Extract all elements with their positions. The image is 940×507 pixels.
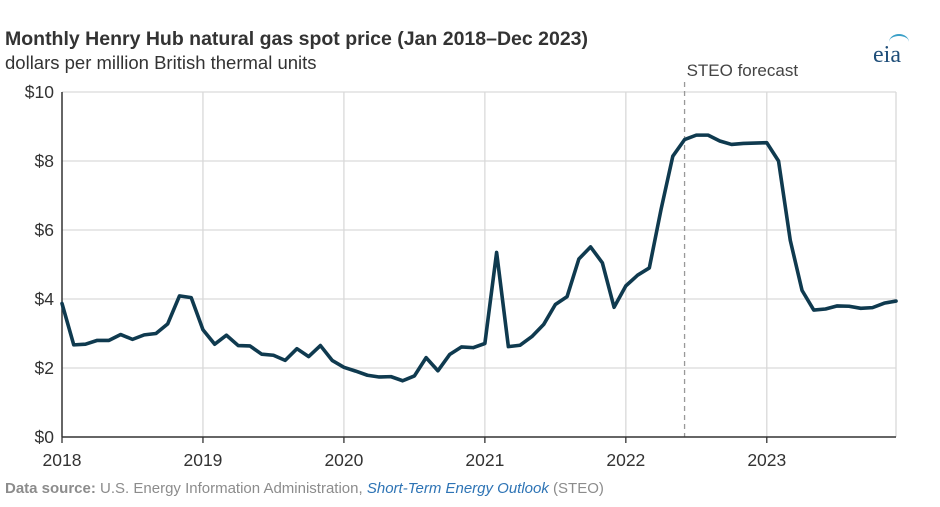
x-tick-label: 2020 xyxy=(324,450,363,470)
price-series-line xyxy=(60,133,898,383)
series-layer xyxy=(60,133,898,383)
logo-text: eia xyxy=(873,42,901,68)
source-text: U.S. Energy Information Administration, xyxy=(100,480,363,497)
forecast-label: STEO forecast xyxy=(687,61,799,80)
y-tick-label: $10 xyxy=(25,82,54,102)
x-tick-label: 2023 xyxy=(747,450,786,470)
source-link[interactable]: Short-Term Energy Outlook xyxy=(366,480,549,497)
source-suffix: (STEO) xyxy=(553,480,604,497)
grid-layer xyxy=(62,91,897,437)
eia-logo: eia xyxy=(873,34,923,68)
logo-arc-icon xyxy=(889,34,909,50)
x-tick-label: 2019 xyxy=(183,450,222,470)
data-source-note: Data source: U.S. Energy Information Adm… xyxy=(5,480,604,497)
x-tick-label: 2018 xyxy=(43,450,82,470)
y-tick-label: $0 xyxy=(35,427,55,447)
y-tick-label: $4 xyxy=(35,289,55,309)
x-tick-label: 2022 xyxy=(606,450,645,470)
y-tick-label: $8 xyxy=(35,151,54,171)
axis-layer xyxy=(61,92,896,443)
label-layer: $0 $2 $4 $6 $8 $10 2018 2019 2020 2021 2022 2023 STE… xyxy=(25,61,799,470)
y-tick-label: $2 xyxy=(35,358,54,378)
y-tick-label: $6 xyxy=(35,220,54,240)
chart-subtitle: dollars per million British thermal unit… xyxy=(5,52,317,73)
source-label: Data source: xyxy=(5,480,96,497)
chart-title: Monthly Henry Hub natural gas spot price… xyxy=(5,28,589,50)
x-tick-label: 2021 xyxy=(465,450,504,470)
